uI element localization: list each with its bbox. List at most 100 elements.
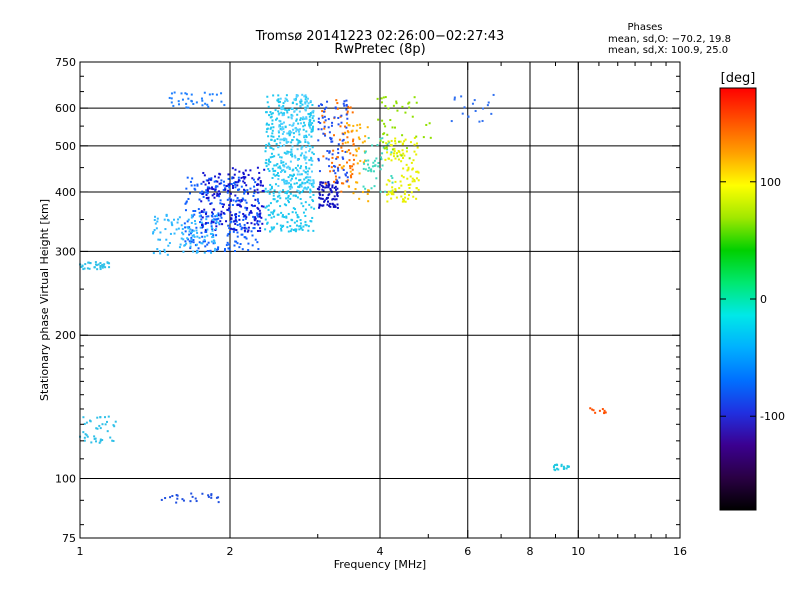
data-point [310,128,313,131]
data-point [236,235,239,238]
data-point [311,146,314,149]
data-point [253,192,256,195]
data-point [284,191,287,194]
data-point [276,163,279,166]
data-point [285,152,288,155]
data-point [222,203,225,206]
data-point [252,205,255,208]
data-point [311,216,314,219]
chart-title: Tromsø 20141223 02:26:00−02:27:43 [255,29,505,44]
data-point [377,118,380,121]
data-point [276,117,279,120]
data-point [407,166,410,169]
data-point [266,95,269,98]
data-point [204,230,207,233]
data-point [104,423,107,426]
data-point [296,148,299,151]
data-point [384,104,387,107]
data-point [405,163,408,166]
data-point [354,148,357,151]
data-point [96,427,99,430]
data-point [288,167,291,170]
data-point [269,127,272,130]
data-point [390,139,393,142]
data-point [185,242,188,245]
data-point [206,103,209,106]
data-point [303,124,306,127]
data-point [402,198,405,201]
data-point [273,226,276,229]
chart-subtitle: RwPretec (8p) [334,42,425,57]
data-point [274,183,277,186]
data-point [474,109,477,112]
data-point [391,181,394,184]
data-point [230,227,233,230]
data-point [312,193,315,196]
data-point [201,99,204,102]
data-point [409,141,412,144]
data-point [285,190,288,193]
data-point [182,250,185,253]
data-point [394,137,397,140]
data-point [181,231,184,234]
data-point [187,227,190,230]
data-point [190,232,193,235]
data-point [205,215,208,218]
data-point [253,219,256,222]
data-point [214,215,217,218]
data-point [198,236,201,239]
data-point [386,143,389,146]
data-point [336,195,339,198]
data-point [152,252,155,255]
data-point [280,108,283,111]
data-point [267,204,270,207]
data-point [226,241,229,244]
data-point [326,100,329,103]
data-point [297,139,300,142]
data-point [256,241,259,244]
data-point [387,193,390,196]
data-point [355,129,358,132]
data-point [257,208,260,211]
data-point [388,141,391,144]
data-point [195,251,198,254]
data-point [320,128,323,131]
data-point [567,465,570,468]
data-point [218,195,221,198]
data-point [219,214,222,217]
data-point [259,184,262,187]
data-point [277,153,280,156]
data-point [240,199,243,202]
data-point [163,248,166,251]
data-point [592,409,595,412]
data-point [242,212,245,215]
data-point [277,113,280,116]
data-point [224,187,227,190]
data-point [219,199,222,202]
data-point [111,439,114,442]
data-point [408,101,411,104]
data-point [257,223,260,226]
data-point [345,171,348,174]
data-point [312,114,315,117]
data-point [372,170,375,173]
data-point [391,177,394,180]
data-point [217,501,220,504]
data-point [289,174,292,177]
data-point [224,248,227,251]
data-point [306,176,309,179]
data-point [204,212,207,215]
data-point [309,188,312,191]
data-point [300,100,303,103]
data-point [297,130,300,133]
data-point [317,117,320,120]
data-point [238,170,241,173]
data-point [244,236,247,239]
data-point [284,179,287,182]
data-point [210,202,213,205]
data-point [84,263,87,266]
data-point [389,119,392,122]
data-point [210,227,213,230]
data-point [294,156,297,159]
data-point [252,194,255,197]
